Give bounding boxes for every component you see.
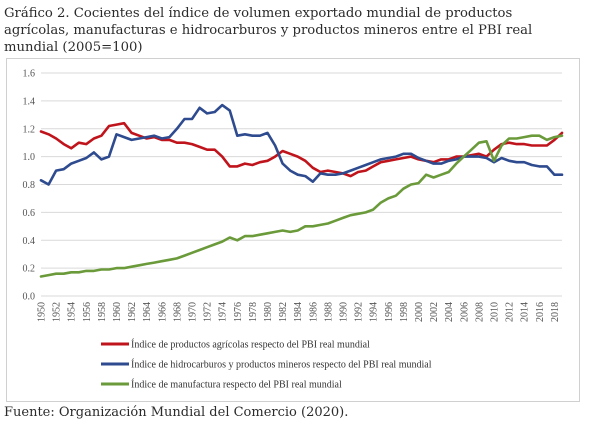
- x-tick-label: 2000: [414, 302, 425, 322]
- x-tick-label: 1964: [142, 302, 153, 322]
- x-tick-label: 1968: [172, 302, 183, 322]
- x-tick-label: 1992: [354, 302, 365, 322]
- source-note: Fuente: Organización Mundial del Comerci…: [4, 405, 349, 420]
- x-tick-label: 2018: [550, 302, 561, 322]
- y-tick-label: 0.6: [23, 208, 36, 219]
- legend-label: Índice de hidrocarburos y productos mine…: [131, 359, 432, 371]
- y-tick-label: 0.8: [23, 180, 36, 191]
- x-axis-ticks: 1950 1952 1954 1956 1958 1960 1962 1964 1966 1968…: [37, 302, 561, 322]
- x-tick-label: 1958: [97, 302, 108, 322]
- x-tick-label: 2002: [429, 302, 440, 322]
- x-tick-label: 1954: [67, 302, 78, 322]
- x-tick-label: 1974: [218, 302, 229, 322]
- x-tick-label: 1978: [248, 302, 259, 322]
- y-tick-label: 1.4: [23, 96, 36, 107]
- y-tick-label: 1.0: [23, 152, 36, 163]
- x-tick-label: 2014: [520, 302, 531, 322]
- series-lines: [39, 103, 564, 278]
- x-tick-label: 1994: [369, 302, 380, 322]
- legend: Índice de productos agrícolas respecto d…: [101, 339, 432, 391]
- x-tick-label: 1988: [323, 302, 334, 322]
- x-tick-label: 1986: [308, 302, 319, 322]
- y-tick-label: 1.2: [23, 124, 36, 135]
- x-tick-label: 1976: [233, 302, 244, 322]
- x-tick-label: 1982: [278, 302, 289, 322]
- y-tick-label: 0.4: [23, 236, 36, 247]
- x-tick-label: 1950: [37, 302, 48, 322]
- x-tick-label: 1960: [112, 302, 123, 322]
- x-tick-label: 1996: [384, 302, 395, 322]
- chart-container: 0.0 0.2 0.4 0.6 0.8 1.0 1.2 1.4 1.6 1950 1952 1954…: [6, 58, 580, 402]
- x-tick-label: 2008: [474, 302, 485, 322]
- x-tick-label: 1970: [188, 302, 199, 322]
- y-tick-label: 1.6: [23, 69, 36, 80]
- y-tick-label: 0.2: [23, 264, 36, 275]
- legend-label: Índice de manufactura respecto del PBI r…: [131, 379, 342, 391]
- x-tick-label: 1972: [203, 302, 214, 322]
- x-tick-label: 1984: [293, 302, 304, 322]
- line-chart: 0.0 0.2 0.4 0.6 0.8 1.0 1.2 1.4 1.6 1950 1952 1954…: [23, 69, 564, 391]
- x-tick-label: 1952: [52, 302, 63, 322]
- x-tick-label: 1966: [157, 302, 168, 322]
- x-tick-label: 1962: [127, 302, 138, 322]
- x-tick-label: 2004: [444, 302, 455, 322]
- x-tick-label: 2006: [459, 302, 470, 322]
- series-line-1: [39, 121, 564, 178]
- y-tick-label: 0.0: [23, 292, 36, 303]
- x-tick-label: 2010: [490, 302, 501, 322]
- x-tick-label: 1990: [339, 302, 350, 322]
- chart-title: Gráfico 2. Cocientes del índice de volum…: [4, 6, 533, 55]
- legend-label: Índice de productos agrícolas respecto d…: [131, 339, 370, 351]
- x-tick-label: 1956: [82, 302, 93, 322]
- y-axis-ticks: 0.0 0.2 0.4 0.6 0.8 1.0 1.2 1.4 1.6: [23, 69, 36, 303]
- grid-lines: [41, 72, 562, 297]
- x-tick-label: 2016: [535, 302, 546, 322]
- series-line-3: [39, 134, 564, 278]
- series-line-2: [39, 103, 564, 186]
- x-tick-label: 1980: [263, 302, 274, 322]
- x-tick-label: 2012: [505, 302, 516, 322]
- x-tick-label: 1998: [399, 302, 410, 322]
